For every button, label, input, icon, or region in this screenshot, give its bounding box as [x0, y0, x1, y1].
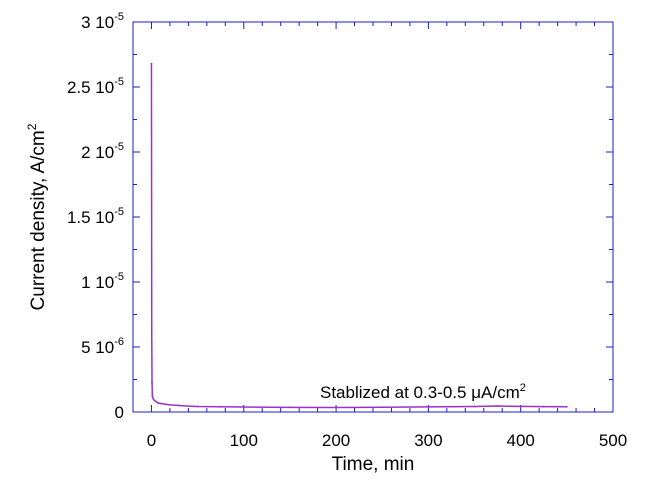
y-axis-label-superscript: 2: [25, 123, 39, 130]
x-tick-label: 0: [147, 431, 156, 450]
data-point: [542, 405, 545, 408]
y-axis-label-text: Current density, A/cm: [28, 130, 49, 310]
data-point: [519, 405, 522, 408]
data-point: [159, 402, 162, 405]
series-line: [150, 63, 567, 409]
data-point: [150, 333, 153, 335]
y-tick-label-exponent: -5: [114, 271, 124, 283]
data-point: [565, 405, 568, 408]
y-tick-label: 0: [115, 403, 124, 422]
data-point: [242, 406, 245, 408]
y-tick-label-mantissa: 0: [115, 403, 124, 422]
x-axis-ticks: 0 100 200 300 400 500: [147, 22, 627, 450]
y-tick-label-exponent: -5: [114, 76, 124, 88]
data-point: [335, 406, 337, 409]
y-tick-label-exponent: -6: [114, 336, 124, 348]
annotation-superscript: 2: [520, 382, 526, 394]
data-point: [157, 402, 159, 404]
x-tick-label: 500: [599, 431, 627, 450]
data-point: [150, 62, 153, 65]
data-point: [496, 405, 499, 407]
data-point: [427, 406, 430, 408]
x-tick-label: 300: [414, 431, 442, 450]
y-tick-label-exponent: -5: [114, 206, 124, 218]
y-tick-label: 2.5 10-5: [67, 76, 124, 97]
y-tick-label: 2 10-5: [81, 141, 124, 162]
data-point: [178, 404, 181, 407]
y-tick-label: 1.5 10-5: [67, 206, 124, 227]
y-tick-label: 1 10-5: [81, 271, 124, 292]
data-point: [151, 382, 153, 385]
data-point: [155, 400, 157, 403]
x-axis-label: Time, min: [332, 454, 415, 475]
annotation-text: Stablized at 0.3-0.5 μA/cm: [320, 383, 520, 402]
data-point: [152, 398, 155, 400]
y-axis-label: Current density, A/cm2: [25, 123, 49, 310]
data-point: [169, 403, 171, 406]
y-tick-label-mantissa: 1 10: [81, 273, 114, 292]
data-point: [151, 395, 154, 398]
y-tick-label-mantissa: 5 10: [81, 338, 114, 357]
plot-frame: [132, 21, 614, 413]
data-point: [219, 405, 222, 408]
data-point: [164, 403, 167, 406]
y-tick-label-mantissa: 3 10: [81, 13, 114, 32]
y-tick-label-exponent: -5: [114, 11, 124, 23]
y-tick-label: 3 10-5: [81, 11, 124, 32]
y-tick-label-mantissa: 2.5 10: [67, 78, 114, 97]
y-tick-label: 5 10-6: [81, 336, 124, 357]
y-tick-label-exponent: -5: [114, 141, 124, 153]
x-tick-label: 100: [230, 431, 258, 450]
data-point: [289, 406, 291, 409]
y-axis-ticks: 05 10-61 10-51.5 10-52 10-52.5 10-53 10-…: [67, 11, 613, 422]
x-tick-label: 400: [507, 431, 535, 450]
annotation: Stablized at 0.3-0.5 μA/cm2: [320, 382, 526, 402]
x-tick-label: 200: [322, 431, 350, 450]
data-point: [153, 399, 156, 402]
data-point: [381, 406, 384, 409]
data-point: [473, 405, 476, 408]
series-layer: [150, 62, 568, 409]
y-tick-label-mantissa: 1.5 10: [67, 208, 114, 227]
data-point: [187, 405, 190, 408]
data-point: [196, 405, 199, 408]
y-tick-label-mantissa: 2 10: [81, 143, 114, 162]
